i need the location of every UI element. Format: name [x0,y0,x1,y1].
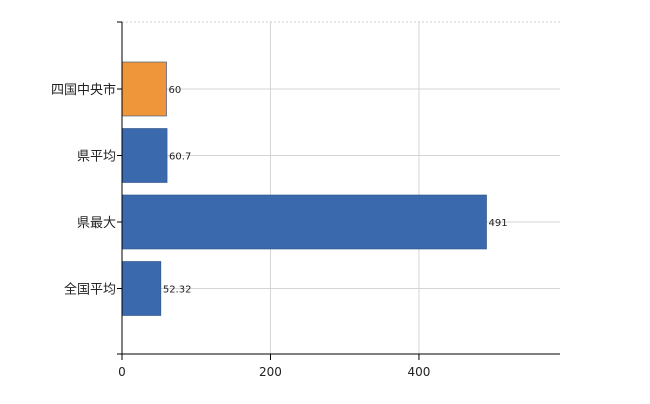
category-label-1: 県平均 [77,150,116,165]
bar-layer [121,61,487,316]
category-label-3: 全国平均 [64,282,116,298]
label-layer: 60 四国中央市 60.7 県平均 491 県最大 52.32 全国平均 0 200 400 [51,82,508,379]
axis-layer [117,21,560,360]
bar-2 [121,194,487,250]
x-tick-label-1: 200 [259,365,282,379]
bar-3 [121,261,162,316]
grid-layer [122,21,560,354]
x-tick-label-2: 400 [407,365,430,379]
data-label-2: 491 [489,218,508,229]
data-label-0: 60 [169,85,182,96]
x-tick-label-0: 0 [118,365,126,379]
bar-0 [121,61,167,117]
category-label-0: 四国中央市 [51,82,116,98]
data-label-1: 60.7 [169,152,191,163]
category-label-2: 県最大 [77,216,116,231]
data-label-3: 52.32 [163,285,192,296]
bar-1 [121,128,168,183]
